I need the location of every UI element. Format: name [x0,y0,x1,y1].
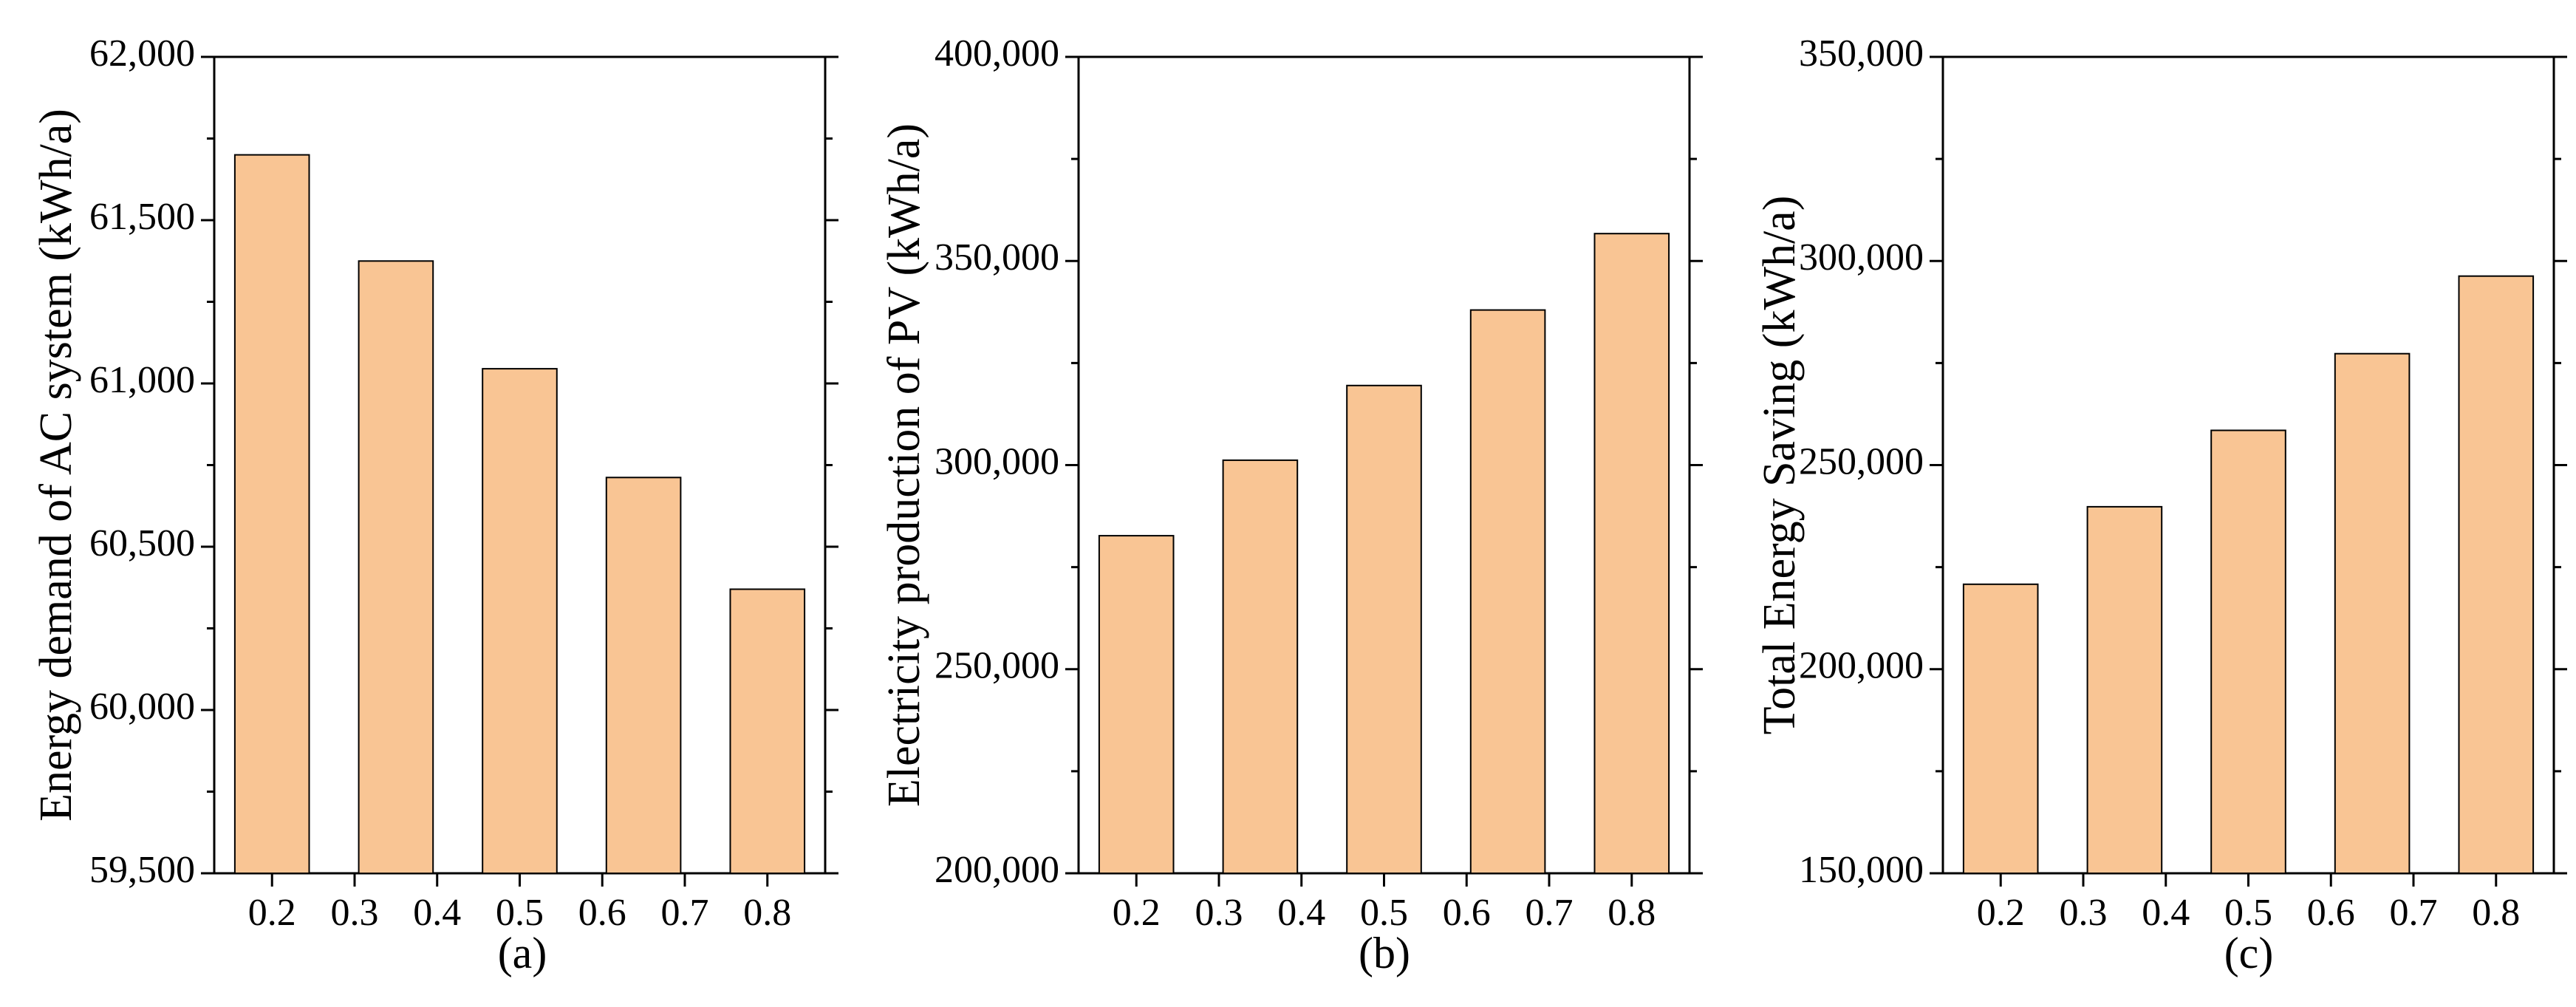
x-tick-label-a: 0.2 [248,892,296,934]
bar-c-1 [1962,583,2039,874]
y-tick-label-b: 400,000 [935,33,1059,75]
y-tick-label-a: 62,000 [89,33,195,75]
bar-b-1 [1098,535,1175,874]
x-tick-label-a: 0.3 [330,892,378,934]
y-axis-title-b: Electricity production of PV (kWh/a) [879,123,929,807]
bar-a-3 [482,368,558,875]
bar-c-5 [2458,275,2535,874]
x-axis-ticks-c: 0.2 0.3 0.4 0.5 0.6 0.7 0.8 [1977,873,2520,934]
x-tick-label-a: 0.7 [661,892,709,934]
bar-c-3 [2210,429,2286,874]
x-tick-label-b: 0.6 [1443,892,1491,934]
y-tick-label-a: 61,000 [89,359,195,401]
y-axis-ticks-c: 150,000 200,000 250,000 300,000 350,000 [1799,33,2567,891]
bar-b-5 [1593,233,1670,874]
y-tick-label-c: 350,000 [1799,33,1924,75]
panel-label-b: (b) [1359,929,1410,977]
x-tick-label-b: 0.3 [1195,892,1243,934]
x-tick-label-a: 0.8 [743,892,791,934]
bar-c-4 [2334,352,2411,874]
x-tick-label-a: 0.5 [496,892,544,934]
x-tick-label-b: 0.7 [1526,892,1574,934]
y-tick-label-a: 60,500 [89,522,195,564]
y-axis-title-c: Total Energy Saving (kWh/a) [1755,196,1805,735]
x-axis-ticks-b: 0.2 0.3 0.4 0.5 0.6 0.7 0.8 [1113,873,1656,934]
bar-b-2 [1222,459,1299,874]
y-tick-label-c: 200,000 [1799,645,1924,687]
y-tick-label-b: 250,000 [935,645,1059,687]
bar-b-4 [1469,309,1546,875]
x-tick-label-c: 0.2 [1977,892,2025,934]
y-axis-ticks-b: 200,000 250,000 300,000 350,000 400,000 [935,33,1703,891]
x-tick-label-b: 0.5 [1360,892,1408,934]
panel-label-a: (a) [498,929,547,977]
x-axis-ticks-a: 0.2 0.3 0.4 0.5 0.6 0.7 0.8 [248,873,791,934]
x-tick-label-c: 0.7 [2390,892,2438,934]
x-tick-label-c: 0.4 [2142,892,2190,934]
bar-a-4 [605,477,682,874]
x-tick-label-c: 0.6 [2307,892,2355,934]
y-tick-label-c: 300,000 [1799,236,1924,279]
x-tick-label-a: 0.6 [578,892,626,934]
x-tick-label-b: 0.8 [1608,892,1656,934]
y-tick-label-c: 150,000 [1799,849,1924,891]
x-tick-label-c: 0.5 [2224,892,2272,934]
x-tick-label-b: 0.4 [1277,892,1325,934]
x-tick-label-c: 0.8 [2472,892,2520,934]
y-axis-ticks-a: 59,500 60,000 60,500 61,000 61,500 62,000 [89,33,838,891]
y-axis-title-a: Energy demand of AC system (kWh/a) [31,109,81,822]
bar-series-b [1098,233,1670,875]
y-tick-label-a: 60,000 [89,686,195,728]
bar-series-c [1962,275,2535,875]
bar-a-5 [729,588,806,874]
y-tick-label-b: 200,000 [935,849,1059,891]
x-tick-label-b: 0.2 [1113,892,1161,934]
bar-a-1 [233,154,310,875]
bar-b-3 [1346,384,1422,874]
bar-c-2 [2086,505,2163,875]
bar-series-a [233,154,806,875]
panel-label-c: (c) [2224,929,2274,977]
bar-a-2 [358,260,434,875]
y-tick-label-a: 61,500 [89,196,195,238]
y-tick-label-a: 59,500 [89,849,195,891]
x-tick-label-a: 0.4 [413,892,461,934]
y-tick-label-b: 350,000 [935,236,1059,279]
y-tick-label-b: 300,000 [935,440,1059,482]
y-tick-label-c: 250,000 [1799,440,1924,482]
x-tick-label-c: 0.3 [2059,892,2107,934]
chart-panel-a: 59,500 60,000 60,500 61,000 61,500 62,000 0.2… [31,33,838,977]
